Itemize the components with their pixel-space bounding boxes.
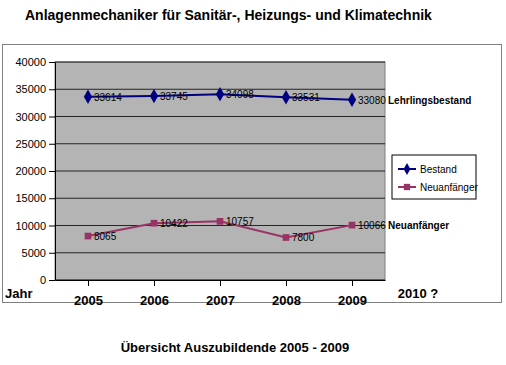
series-marker: [217, 218, 224, 225]
y-tick-label: 0: [40, 274, 46, 286]
legend-label: Neuanfänger: [420, 182, 478, 193]
y-tick-mark: [49, 253, 55, 254]
x-tick: 2005: [74, 280, 103, 308]
y-tick: 5000: [22, 247, 55, 259]
y-tick-label: 15000: [15, 192, 46, 204]
data-labels: 33614 33745 34098 33531 33080 8065 10422 10757 7…: [94, 89, 386, 243]
y-tick: 10000: [15, 220, 55, 232]
y-tick-mark: [49, 226, 55, 227]
grid: [55, 62, 385, 280]
data-label: 7800: [292, 232, 315, 243]
series-group: [84, 87, 356, 241]
y-axis-line: [55, 63, 56, 281]
x-tick-label: 2008: [272, 293, 301, 308]
data-label: 33531: [292, 92, 320, 103]
data-label: 10757: [226, 216, 254, 227]
x-tick-label: 2005: [74, 293, 103, 308]
series-marker: [216, 87, 224, 101]
title: Anlagenmechaniker für Sanitär-, Heizungs…: [25, 7, 432, 23]
x-tick-label: 2009: [338, 293, 367, 308]
grid-line: [55, 62, 385, 63]
y-tick-mark: [49, 198, 55, 199]
legend-label: Bestand: [420, 164, 457, 175]
y-tick: 0: [40, 274, 55, 286]
series-marker: [84, 90, 92, 104]
annotation: 2010 ?: [398, 286, 439, 301]
grid-line: [55, 198, 385, 199]
y-tick-label: 10000: [15, 220, 46, 232]
legend-marker: [404, 163, 411, 175]
legend-entry: Bestand: [398, 163, 457, 175]
chart: Anlagenmechaniker für Sanitär-, Heizungs…: [0, 0, 506, 365]
grid-line: [55, 252, 385, 253]
annotation: Lehrlingsbestand: [388, 95, 471, 106]
x-tick: 2006: [140, 280, 169, 308]
y-tick: 25000: [15, 138, 55, 150]
series-marker: [348, 93, 356, 107]
data-label: 10066: [358, 220, 386, 231]
y-tick-label: 25000: [15, 138, 46, 150]
grid-line: [55, 143, 385, 144]
data-label: 10422: [160, 218, 188, 229]
x-tick: 2009: [338, 280, 367, 308]
y-tick-label: 20000: [15, 165, 46, 177]
subtitle: Übersicht Auszubildende 2005 - 2009: [121, 340, 350, 355]
annotation: Neuanfänger: [388, 220, 449, 231]
grid-line: [55, 116, 385, 117]
y-tick-mark: [49, 89, 55, 90]
y-tick-label: 5000: [22, 247, 46, 259]
grid-line: [55, 171, 385, 172]
y-tick-mark: [49, 117, 55, 118]
legend: Bestand Neuanfänger: [392, 155, 478, 199]
y-tick: 40000: [15, 56, 55, 68]
y-tick: 20000: [15, 165, 55, 177]
y-tick: 30000: [15, 111, 55, 123]
plot-area: [55, 62, 385, 280]
y-axis: 0 5000 10000 15000 20000 25000 30000 35000 40000: [15, 56, 55, 286]
x-tick: 2008: [272, 280, 301, 308]
chart-frame: [3, 45, 502, 303]
y-tick: 35000: [15, 83, 55, 95]
y-tick-mark: [49, 62, 55, 63]
series-marker: [151, 220, 158, 227]
legend-entry: Neuanfänger: [398, 182, 478, 193]
x-axis-label: Jahr: [5, 286, 32, 301]
x-tick-mark: [220, 280, 221, 286]
y-tick: 15000: [15, 192, 55, 204]
x-tick-mark: [352, 280, 353, 286]
series-marker: [349, 222, 356, 229]
series-marker: [85, 233, 92, 240]
data-label: 33745: [160, 91, 188, 102]
data-label: 34098: [226, 89, 254, 100]
data-label: 33614: [94, 92, 122, 103]
legend-marker: [404, 184, 410, 190]
x-tick-mark: [88, 280, 89, 286]
y-tick-mark: [49, 171, 55, 172]
y-tick-mark: [49, 144, 55, 145]
data-label: 8065: [94, 231, 117, 242]
y-tick-label: 30000: [15, 111, 46, 123]
y-tick-mark: [49, 280, 55, 281]
x-tick-mark: [286, 280, 287, 286]
x-axis: 2005 2006 2007 2008 2009: [56, 280, 386, 308]
y-tick-label: 40000: [15, 56, 46, 68]
x-tick-label: 2006: [140, 293, 169, 308]
x-tick-label: 2007: [206, 293, 235, 308]
x-tick-mark: [154, 280, 155, 286]
grid-line: [55, 225, 385, 226]
x-tick: 2007: [206, 280, 235, 308]
series-marker: [282, 90, 290, 104]
y-tick-label: 35000: [15, 83, 46, 95]
data-label: 33080: [358, 95, 386, 106]
series-marker: [150, 89, 158, 103]
series-marker: [283, 234, 290, 241]
